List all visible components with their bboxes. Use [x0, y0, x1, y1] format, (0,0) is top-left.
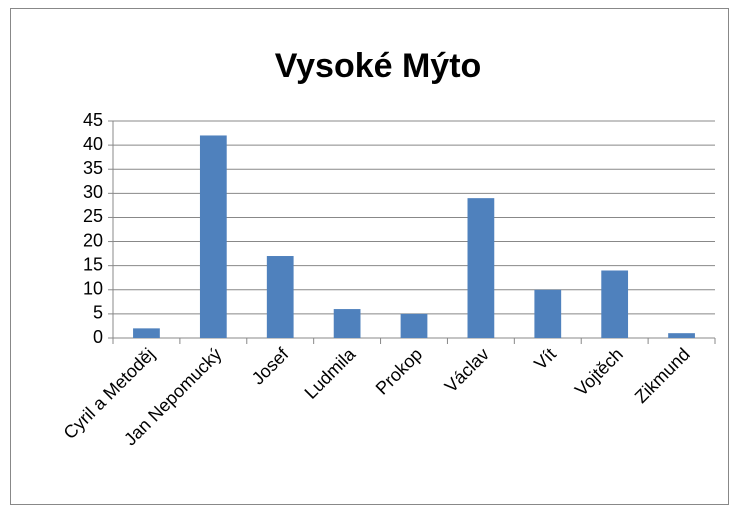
bar — [400, 313, 428, 338]
y-tick-label: 35 — [83, 158, 103, 178]
bar — [133, 328, 160, 338]
y-tick-label: 10 — [83, 279, 103, 299]
y-tick-label: 20 — [83, 230, 103, 250]
bar — [333, 309, 361, 338]
bar — [266, 256, 294, 338]
y-tick-label: 15 — [83, 254, 103, 274]
bar — [199, 135, 227, 338]
bar — [467, 198, 495, 338]
y-tick-label: 25 — [83, 206, 103, 226]
bar — [534, 289, 562, 338]
y-tick-label: 40 — [83, 134, 103, 154]
bar — [601, 270, 629, 338]
chart-title: Vysoké Mýto — [275, 47, 482, 85]
y-tick-label: 30 — [83, 182, 103, 202]
chart-frame — [10, 8, 729, 505]
y-tick-label: 5 — [93, 303, 103, 323]
y-tick-label: 45 — [83, 110, 103, 130]
bar — [668, 333, 695, 338]
y-tick-label: 0 — [93, 327, 103, 347]
